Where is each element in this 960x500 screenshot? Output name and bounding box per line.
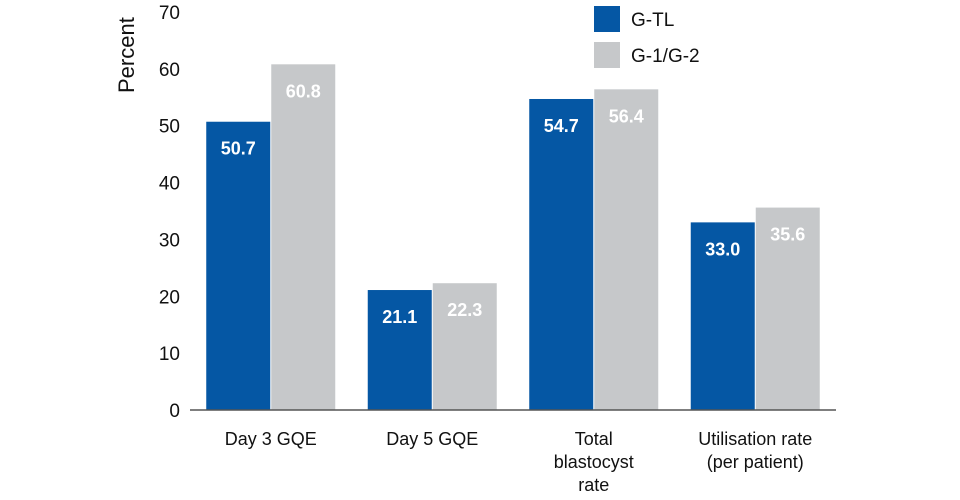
y-tick-label: 0 <box>169 401 180 422</box>
x-tick-label: Day 5 GQE <box>386 429 478 449</box>
legend-label: G-TL <box>631 10 674 31</box>
data-label: 56.4 <box>609 106 644 126</box>
x-tick-label: blastocyst <box>554 452 634 472</box>
data-label: 54.7 <box>544 116 579 136</box>
y-tick-label: 10 <box>159 344 180 365</box>
bar-g1-g2 <box>755 207 820 410</box>
y-axis-label: Percent <box>114 17 139 93</box>
x-tick-label: Utilisation rate <box>698 429 812 449</box>
data-label: 60.8 <box>286 81 321 101</box>
legend-swatch <box>594 6 620 32</box>
y-tick-label: 70 <box>159 3 180 24</box>
y-axis: 0 10 20 30 40 50 60 70 <box>159 3 180 422</box>
y-tick-label: 50 <box>159 117 180 138</box>
y-tick-label: 20 <box>159 287 180 308</box>
y-tick-label: 30 <box>159 230 180 251</box>
x-tick-label: rate <box>578 475 609 495</box>
data-labels: 50.7 60.8 21.1 22.3 54.7 56.4 33.0 35.6 <box>221 81 806 327</box>
data-label: 33.0 <box>705 239 740 259</box>
bar-g1-g2 <box>271 64 336 411</box>
legend-swatch <box>594 42 620 68</box>
bar-g-tl <box>206 121 271 410</box>
x-axis: Day 3 GQE Day 5 GQE Total blastocyst rate Uti… <box>225 429 813 495</box>
legend: G-TL G-1/G-2 <box>594 6 700 68</box>
data-label: 35.6 <box>770 225 805 245</box>
x-tick-label: (per patient) <box>707 452 804 472</box>
legend-label: G-1/G-2 <box>631 46 700 67</box>
bar-g1-g2 <box>594 89 659 410</box>
bars <box>206 64 820 411</box>
y-tick-label: 40 <box>159 174 180 195</box>
data-label: 21.1 <box>382 307 417 327</box>
bar-g1-g2 <box>432 283 497 410</box>
y-tick-label: 60 <box>159 60 180 81</box>
data-label: 50.7 <box>221 139 256 159</box>
bar-g-tl <box>690 222 755 410</box>
x-tick-label: Day 3 GQE <box>225 429 317 449</box>
data-label: 22.3 <box>447 300 482 320</box>
bar-g-tl <box>367 290 432 410</box>
x-tick-label: Total <box>575 429 613 449</box>
bar-g-tl <box>529 98 594 411</box>
